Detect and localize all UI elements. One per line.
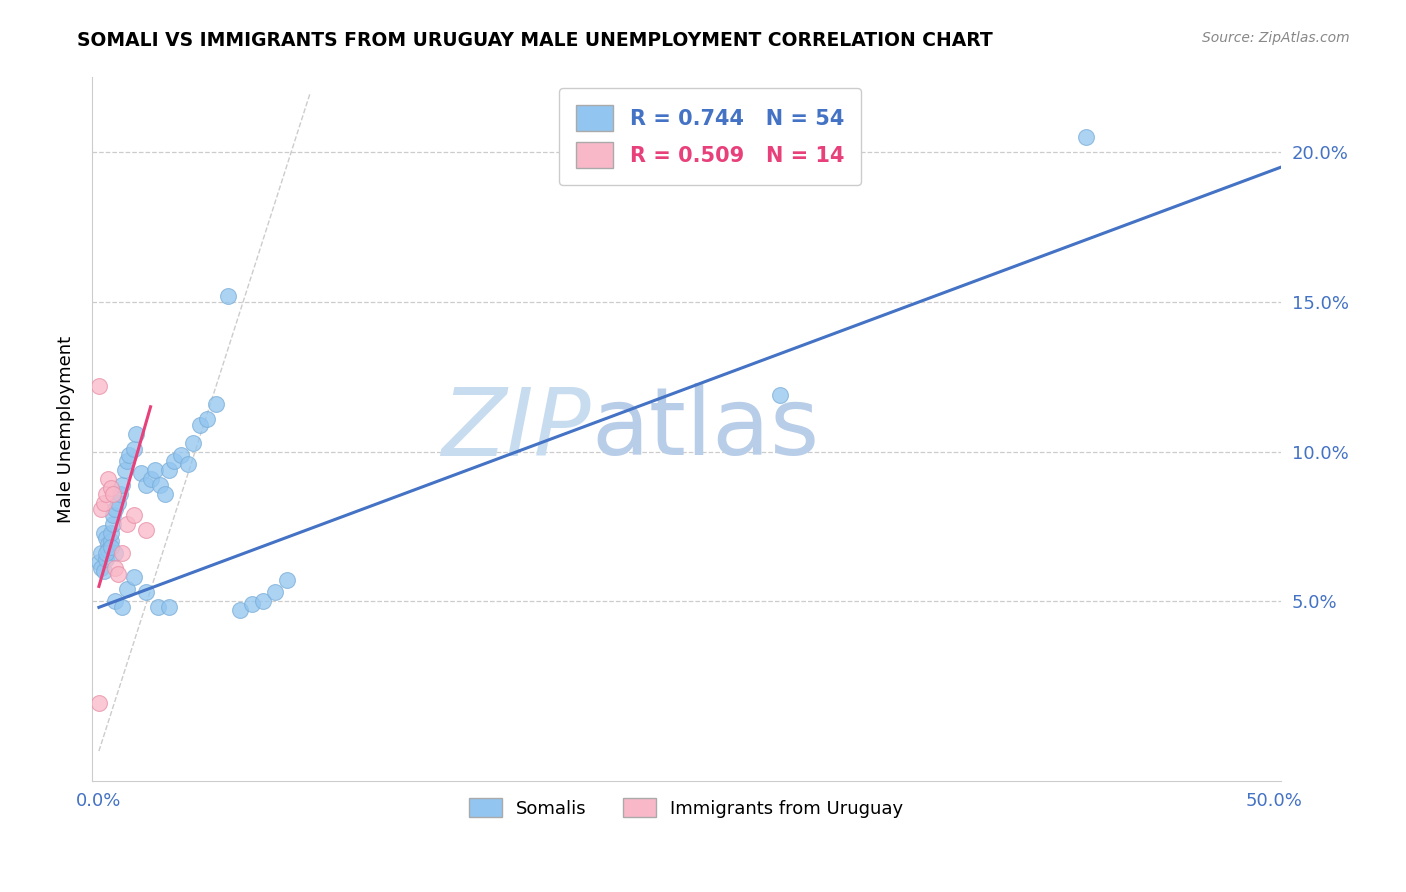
Point <box>205 397 228 411</box>
Point <box>229 603 252 617</box>
Point <box>97 537 120 551</box>
Point <box>118 448 141 462</box>
Point <box>122 442 145 456</box>
Point <box>93 565 115 579</box>
Point <box>163 453 186 467</box>
Point <box>129 466 152 480</box>
Point <box>153 486 176 500</box>
Point <box>93 525 115 540</box>
Point <box>240 598 263 612</box>
Point <box>104 594 127 608</box>
Point <box>87 696 110 710</box>
Point <box>90 546 112 560</box>
Point <box>170 448 193 462</box>
Point <box>101 508 124 522</box>
Point <box>146 600 169 615</box>
Point <box>157 462 180 476</box>
Point <box>100 481 122 495</box>
Point <box>135 523 157 537</box>
Point <box>108 486 131 500</box>
Point <box>115 516 138 531</box>
Point <box>101 516 124 531</box>
Point <box>122 508 145 522</box>
Point <box>1074 130 1097 145</box>
Point <box>181 435 204 450</box>
Point <box>139 472 162 486</box>
Point <box>93 495 115 509</box>
Point <box>94 552 117 566</box>
Point <box>135 585 157 599</box>
Point <box>135 477 157 491</box>
Point <box>94 546 117 560</box>
Point <box>264 585 287 599</box>
Point <box>100 525 122 540</box>
Point <box>107 567 129 582</box>
Point <box>115 582 138 597</box>
Point <box>90 561 112 575</box>
Point <box>177 457 200 471</box>
Point <box>111 477 134 491</box>
Text: ZIP: ZIP <box>441 384 591 475</box>
Point <box>125 426 148 441</box>
Point <box>90 501 112 516</box>
Text: atlas: atlas <box>591 384 820 475</box>
Point <box>97 472 120 486</box>
Point <box>217 289 239 303</box>
Point <box>100 541 122 555</box>
Point <box>276 574 298 588</box>
Point <box>143 462 166 476</box>
Point <box>122 570 145 584</box>
Point <box>149 477 172 491</box>
Point <box>769 388 792 402</box>
Point <box>195 411 218 425</box>
Point <box>115 453 138 467</box>
Point <box>111 546 134 560</box>
Point <box>104 501 127 516</box>
Point <box>87 556 110 570</box>
Legend: Somalis, Immigrants from Uruguay: Somalis, Immigrants from Uruguay <box>463 791 910 825</box>
Point <box>107 495 129 509</box>
Point <box>104 546 127 560</box>
Point <box>101 486 124 500</box>
Text: SOMALI VS IMMIGRANTS FROM URUGUAY MALE UNEMPLOYMENT CORRELATION CHART: SOMALI VS IMMIGRANTS FROM URUGUAY MALE U… <box>77 31 993 50</box>
Point <box>111 600 134 615</box>
Point <box>157 600 180 615</box>
Point <box>188 417 211 432</box>
Point <box>94 532 117 546</box>
Point <box>114 462 136 476</box>
Text: Source: ZipAtlas.com: Source: ZipAtlas.com <box>1202 31 1350 45</box>
Point <box>104 561 127 575</box>
Point <box>94 486 117 500</box>
Point <box>252 594 274 608</box>
Point <box>97 543 120 558</box>
Point <box>87 379 110 393</box>
Y-axis label: Male Unemployment: Male Unemployment <box>58 335 75 523</box>
Point <box>100 534 122 549</box>
